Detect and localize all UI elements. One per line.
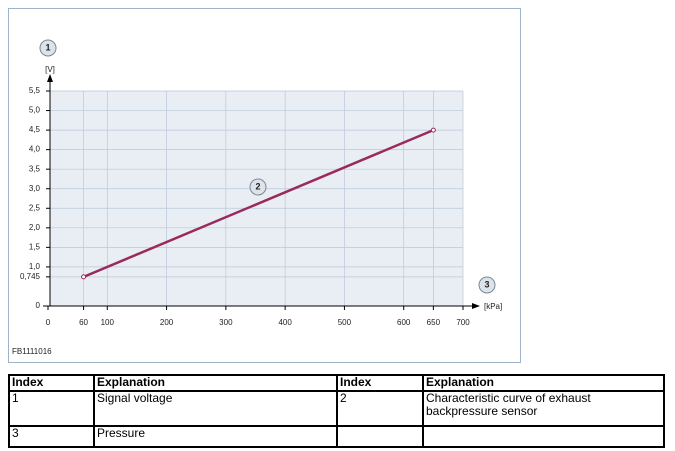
cell: Pressure (93, 425, 338, 448)
y-tick-label: 4,0 (29, 145, 41, 154)
table-row: 1 Signal voltage 2 Characteristic curve … (8, 390, 665, 427)
callout: 2 (249, 178, 267, 196)
y-tick-label: 4,5 (29, 125, 41, 134)
data-line (83, 128, 434, 279)
y-tick-label: 0,745 (20, 272, 41, 281)
x-tick-label: 100 (101, 318, 115, 327)
cell: 1 (8, 390, 95, 427)
plot-area (50, 91, 463, 306)
cell (422, 425, 665, 448)
x-tick-label: 200 (160, 318, 174, 327)
x-tick-label: 650 (427, 318, 441, 327)
y-tick-label: 3,0 (29, 184, 41, 193)
callout-label: 1 (45, 42, 50, 52)
x-tick-label: 700 (456, 318, 470, 327)
x-tick-label: 300 (219, 318, 233, 327)
data-point (430, 127, 436, 133)
callout-label: 2 (255, 181, 260, 191)
y-tick-label: 5,0 (29, 106, 41, 115)
y-tick-label: 2,0 (29, 223, 41, 232)
x-tick-label: 60 (79, 318, 88, 327)
cell: Signal voltage (93, 390, 338, 427)
y-tick-label: 3,5 (29, 164, 41, 173)
data-point (81, 274, 87, 280)
y-tick-label: 0 (36, 301, 41, 310)
callout: 3 (478, 276, 496, 294)
table-header: Index Explanation Index Explanation (8, 374, 665, 392)
header-cell: Explanation (93, 374, 338, 392)
x-tick-label: 0 (46, 318, 51, 327)
series (81, 127, 436, 280)
cell: 2 (336, 390, 424, 427)
y-tick-label: 1,5 (29, 242, 41, 251)
y-tick-label: 2,5 (29, 203, 41, 212)
x-tick-label: 400 (278, 318, 292, 327)
x-arrow (472, 303, 480, 309)
y-tick-label: 5,5 (29, 86, 41, 95)
grid (50, 90, 464, 306)
callout-label: 3 (484, 279, 489, 289)
cell (336, 425, 424, 448)
y-axis-label: [V] (45, 65, 55, 74)
header-cell: Index (336, 374, 424, 392)
cell: 3 (8, 425, 95, 448)
figure-id: FB1111016 (12, 347, 52, 356)
callout: 1 (39, 39, 57, 57)
y-tick-label: 1,0 (29, 262, 41, 271)
x-tick-label: 500 (338, 318, 352, 327)
header-cell: Explanation (422, 374, 665, 392)
table-row: 3 Pressure (8, 425, 665, 448)
cell: Characteristic curve of exhaust backpres… (422, 390, 665, 427)
x-axis-label: [kPa] (484, 302, 502, 311)
x-tick-label: 600 (397, 318, 411, 327)
y-arrow (47, 74, 53, 82)
legend-table: Index Explanation Index Explanation 1 Si… (8, 374, 665, 448)
header-cell: Index (8, 374, 95, 392)
